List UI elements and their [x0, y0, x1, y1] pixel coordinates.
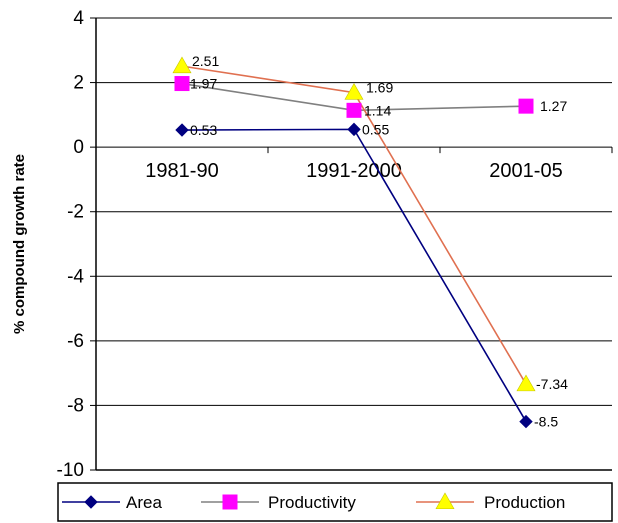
- marker-production: [172, 56, 192, 74]
- x-category-label: 2001-05: [489, 160, 562, 182]
- y-axis-label: % compound growth rate: [11, 154, 28, 334]
- x-category-label: 1991-2000: [306, 160, 402, 182]
- marker-area: [347, 122, 361, 137]
- data-labels: 0.53 0.55 -8.5 1.97 1.14 1.27 2.51 1.69 -7.34: [190, 53, 568, 429]
- y-tick-label: 4: [73, 8, 84, 29]
- y-tick-label: -10: [57, 460, 84, 481]
- marker-productivity: [346, 102, 362, 118]
- data-label-productivity: 1.97: [190, 76, 217, 92]
- marker-productivity: [518, 98, 534, 114]
- legend-marker-productivity: [222, 494, 238, 510]
- marker-area: [519, 414, 533, 429]
- y-tick-label: 0: [73, 137, 84, 158]
- data-label-production: 1.69: [366, 80, 393, 96]
- y-tick-label: -2: [67, 202, 84, 223]
- data-label-productivity: 1.14: [364, 102, 391, 118]
- data-label-area: 0.55: [362, 121, 389, 137]
- legend-marker-production: [435, 492, 455, 510]
- legend: Area Productivity Production: [57, 482, 613, 522]
- marker-productivity: [174, 76, 190, 92]
- legend-label-productivity: Productivity: [268, 493, 356, 512]
- legend-marker-area: [84, 495, 98, 509]
- legend-box: [57, 482, 613, 522]
- gridlines: [96, 17, 612, 406]
- data-label-area: -8.5: [534, 414, 558, 430]
- y-tick-label: -8: [67, 395, 84, 416]
- x-category-label: 1981-90: [145, 160, 218, 182]
- axes: 4 2 0 -2 -4 -6 -8 -10 1981-90 1991-2000 2001-05: [57, 8, 613, 481]
- marker-production: [344, 82, 364, 100]
- y-tick-label: -4: [67, 266, 84, 287]
- legend-label-production: Production: [484, 493, 565, 512]
- series: [172, 56, 536, 429]
- data-label-production: 2.51: [192, 53, 219, 69]
- y-tick-label: 2: [73, 73, 84, 94]
- data-label-area: 0.53: [190, 122, 217, 138]
- legend-label-area: Area: [126, 493, 162, 512]
- data-label-productivity: 1.27: [540, 98, 567, 114]
- marker-production: [516, 374, 536, 392]
- data-label-production: -7.34: [536, 376, 568, 392]
- marker-area: [175, 123, 189, 137]
- y-tick-label: -6: [67, 331, 84, 352]
